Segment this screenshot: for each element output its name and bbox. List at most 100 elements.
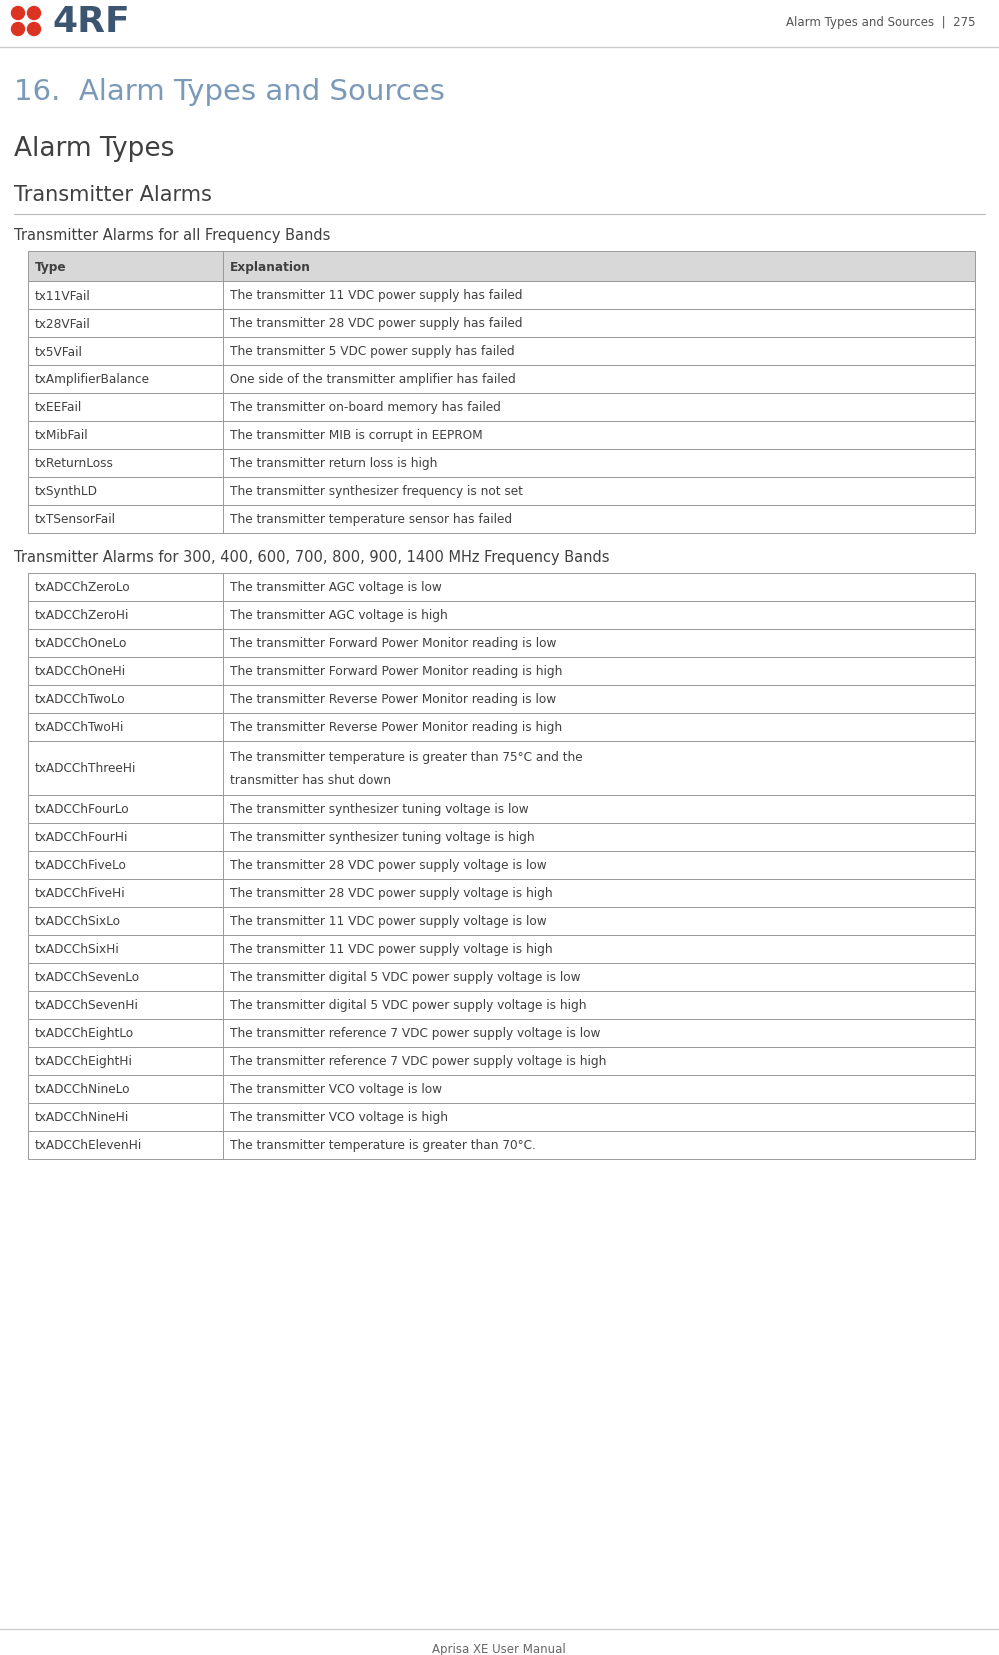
Text: txTSensorFail: txTSensorFail xyxy=(35,513,116,526)
Text: Alarm Types: Alarm Types xyxy=(14,136,175,162)
Text: txMibFail: txMibFail xyxy=(35,429,89,442)
Text: The transmitter 28 VDC power supply voltage is low: The transmitter 28 VDC power supply volt… xyxy=(230,859,546,872)
Bar xyxy=(28,879,975,907)
Bar xyxy=(28,366,975,394)
Text: The transmitter temperature sensor has failed: The transmitter temperature sensor has f… xyxy=(230,513,512,526)
Bar xyxy=(28,713,975,741)
Bar xyxy=(28,907,975,935)
Text: txADCChSevenLo: txADCChSevenLo xyxy=(35,971,140,985)
Bar xyxy=(28,450,975,478)
Bar xyxy=(28,935,975,963)
Text: 4RF: 4RF xyxy=(52,5,130,40)
Bar xyxy=(28,741,975,796)
Text: The transmitter synthesizer frequency is not set: The transmitter synthesizer frequency is… xyxy=(230,485,522,498)
Text: The transmitter VCO voltage is high: The transmitter VCO voltage is high xyxy=(230,1111,448,1124)
Bar xyxy=(28,506,975,533)
Text: The transmitter return loss is high: The transmitter return loss is high xyxy=(230,457,438,470)
Text: txADCChNineLo: txADCChNineLo xyxy=(35,1082,131,1096)
Bar xyxy=(28,602,975,629)
Bar xyxy=(28,281,975,309)
Text: txADCChSixHi: txADCChSixHi xyxy=(35,943,120,957)
Text: The transmitter Forward Power Monitor reading is low: The transmitter Forward Power Monitor re… xyxy=(230,637,556,650)
Bar xyxy=(28,338,975,366)
Text: txADCChZeroLo: txADCChZeroLo xyxy=(35,581,131,594)
Bar xyxy=(28,657,975,685)
Text: txADCChThreeHi: txADCChThreeHi xyxy=(35,761,137,775)
Bar xyxy=(28,991,975,1019)
Text: txADCChOneLo: txADCChOneLo xyxy=(35,637,128,650)
Text: txADCChEightHi: txADCChEightHi xyxy=(35,1054,133,1067)
Text: The transmitter 28 VDC power supply voltage is high: The transmitter 28 VDC power supply volt… xyxy=(230,887,552,900)
Text: Transmitter Alarms for all Frequency Bands: Transmitter Alarms for all Frequency Ban… xyxy=(14,228,331,243)
Bar xyxy=(28,1076,975,1104)
Bar xyxy=(28,1048,975,1076)
Bar xyxy=(28,394,975,422)
Text: txSynthLD: txSynthLD xyxy=(35,485,98,498)
Text: The transmitter VCO voltage is low: The transmitter VCO voltage is low xyxy=(230,1082,442,1096)
Text: The transmitter temperature is greater than 70°C.: The transmitter temperature is greater t… xyxy=(230,1139,535,1152)
Bar xyxy=(28,963,975,991)
Text: The transmitter synthesizer tuning voltage is high: The transmitter synthesizer tuning volta… xyxy=(230,831,534,844)
Text: txADCChEightLo: txADCChEightLo xyxy=(35,1026,134,1039)
Text: The transmitter 11 VDC power supply voltage is high: The transmitter 11 VDC power supply volt… xyxy=(230,943,552,957)
Text: The transmitter Reverse Power Monitor reading is low: The transmitter Reverse Power Monitor re… xyxy=(230,693,556,707)
Text: txADCChTwoLo: txADCChTwoLo xyxy=(35,693,126,707)
Bar xyxy=(28,1132,975,1158)
Bar xyxy=(28,478,975,506)
Text: Transmitter Alarms: Transmitter Alarms xyxy=(14,185,212,205)
Text: txReturnLoss: txReturnLoss xyxy=(35,457,114,470)
Bar xyxy=(28,685,975,713)
Ellipse shape xyxy=(28,23,41,36)
Text: txADCChZeroHi: txADCChZeroHi xyxy=(35,609,130,622)
Text: txADCChElevenHi: txADCChElevenHi xyxy=(35,1139,142,1152)
Text: Alarm Types and Sources  |  275: Alarm Types and Sources | 275 xyxy=(785,17,975,30)
Text: txADCChFiveHi: txADCChFiveHi xyxy=(35,887,126,900)
Bar xyxy=(28,629,975,657)
Ellipse shape xyxy=(12,23,25,36)
Bar xyxy=(28,422,975,450)
Text: Type: Type xyxy=(35,260,67,273)
Text: txADCChSevenHi: txADCChSevenHi xyxy=(35,1000,139,1011)
Text: txADCChTwoHi: txADCChTwoHi xyxy=(35,722,124,735)
Text: txADCChFourHi: txADCChFourHi xyxy=(35,831,129,844)
Bar xyxy=(28,1019,975,1048)
Text: The transmitter reference 7 VDC power supply voltage is high: The transmitter reference 7 VDC power su… xyxy=(230,1054,606,1067)
Text: The transmitter AGC voltage is low: The transmitter AGC voltage is low xyxy=(230,581,442,594)
Text: The transmitter Forward Power Monitor reading is high: The transmitter Forward Power Monitor re… xyxy=(230,665,562,679)
Bar xyxy=(28,851,975,879)
Bar xyxy=(28,824,975,851)
Text: The transmitter reference 7 VDC power supply voltage is low: The transmitter reference 7 VDC power su… xyxy=(230,1026,600,1039)
Text: The transmitter AGC voltage is high: The transmitter AGC voltage is high xyxy=(230,609,448,622)
Text: txADCChFiveLo: txADCChFiveLo xyxy=(35,859,127,872)
Text: transmitter has shut down: transmitter has shut down xyxy=(230,775,391,786)
Text: The transmitter 11 VDC power supply has failed: The transmitter 11 VDC power supply has … xyxy=(230,290,522,303)
Bar xyxy=(28,309,975,338)
Text: The transmitter on-board memory has failed: The transmitter on-board memory has fail… xyxy=(230,401,500,414)
Text: txEEFail: txEEFail xyxy=(35,401,82,414)
Text: The transmitter digital 5 VDC power supply voltage is high: The transmitter digital 5 VDC power supp… xyxy=(230,1000,586,1011)
Text: The transmitter synthesizer tuning voltage is low: The transmitter synthesizer tuning volta… xyxy=(230,803,528,816)
Text: The transmitter 28 VDC power supply has failed: The transmitter 28 VDC power supply has … xyxy=(230,318,522,331)
Text: txAmplifierBalance: txAmplifierBalance xyxy=(35,374,150,386)
Text: The transmitter Reverse Power Monitor reading is high: The transmitter Reverse Power Monitor re… xyxy=(230,722,562,735)
Text: Aprisa XE User Manual: Aprisa XE User Manual xyxy=(433,1642,565,1655)
Text: The transmitter MIB is corrupt in EEPROM: The transmitter MIB is corrupt in EEPROM xyxy=(230,429,483,442)
Text: tx28VFail: tx28VFail xyxy=(35,318,91,331)
Text: tx11VFail: tx11VFail xyxy=(35,290,91,303)
Ellipse shape xyxy=(12,8,25,20)
Text: txADCChFourLo: txADCChFourLo xyxy=(35,803,130,816)
Text: The transmitter temperature is greater than 75°C and the: The transmitter temperature is greater t… xyxy=(230,750,582,763)
Text: The transmitter 11 VDC power supply voltage is low: The transmitter 11 VDC power supply volt… xyxy=(230,915,546,928)
Text: The transmitter 5 VDC power supply has failed: The transmitter 5 VDC power supply has f… xyxy=(230,346,514,357)
Text: txADCChOneHi: txADCChOneHi xyxy=(35,665,126,679)
Text: 16.  Alarm Types and Sources: 16. Alarm Types and Sources xyxy=(14,78,445,106)
Bar xyxy=(28,1104,975,1132)
Text: The transmitter digital 5 VDC power supply voltage is low: The transmitter digital 5 VDC power supp… xyxy=(230,971,580,985)
Text: Transmitter Alarms for 300, 400, 600, 700, 800, 900, 1400 MHz Frequency Bands: Transmitter Alarms for 300, 400, 600, 70… xyxy=(14,549,609,564)
Ellipse shape xyxy=(28,8,41,20)
Bar xyxy=(28,574,975,602)
Text: txADCChNineHi: txADCChNineHi xyxy=(35,1111,129,1124)
Text: tx5VFail: tx5VFail xyxy=(35,346,83,357)
Bar xyxy=(28,252,975,281)
Text: One side of the transmitter amplifier has failed: One side of the transmitter amplifier ha… xyxy=(230,374,515,386)
